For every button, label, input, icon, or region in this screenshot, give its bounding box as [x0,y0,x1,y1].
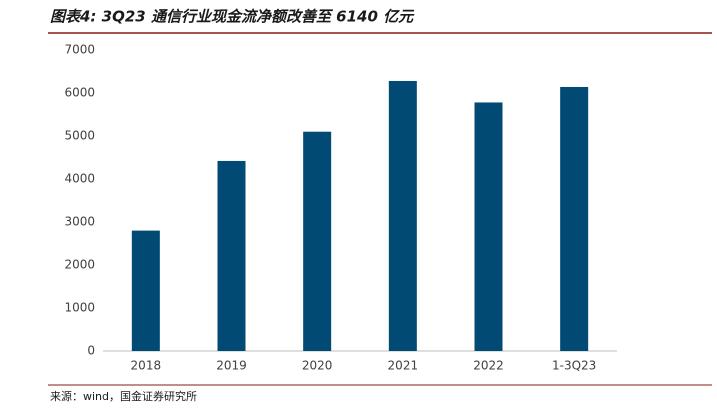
bar [560,86,589,351]
x-tick-label: 1-3Q23 [552,359,596,373]
y-tick-label: 0 [87,344,95,358]
y-tick-label: 4000 [64,172,95,186]
y-tick-label: 5000 [64,129,95,143]
bar [303,131,332,351]
bar [217,160,246,351]
x-tick-label: 2021 [388,359,419,373]
y-tick-label: 6000 [64,86,95,100]
x-tick-label: 2019 [216,359,247,373]
y-tick-label: 1000 [64,301,95,315]
x-tick-label: 2018 [131,359,162,373]
x-tick-label: 2020 [302,359,333,373]
bar [388,80,417,352]
source: 来源：wind，国金证券研究所 [50,389,197,403]
y-tick-label: 2000 [64,258,95,272]
y-tick-label: 7000 [64,43,95,57]
bar [131,230,160,351]
chart-title: 图表4: 3Q23 通信行业现金流净额改善至 6140 亿元 [50,8,415,26]
y-tick-label: 3000 [64,215,95,229]
x-tick-label: 2022 [473,359,504,373]
bar [474,102,503,352]
